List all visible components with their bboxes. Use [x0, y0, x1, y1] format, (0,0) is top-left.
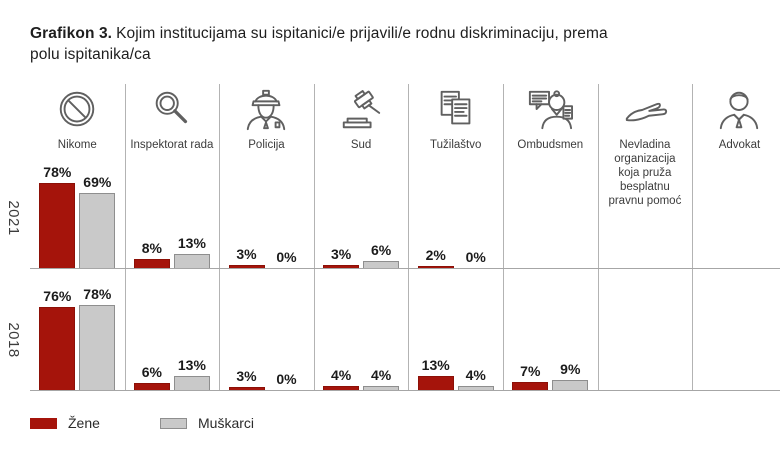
gavel-icon	[314, 84, 409, 136]
chart-title: Grafikon 3. Kojim institucijama su ispita…	[30, 24, 778, 66]
column-separator	[503, 84, 504, 390]
bar-zene	[417, 376, 454, 390]
value-label: 78%	[83, 286, 112, 302]
category-label: Tužilaštvo	[430, 139, 482, 151]
value-label: 0%	[465, 249, 486, 265]
bar-zene	[228, 387, 265, 390]
chart-title-line2: polu ispitanika/ca	[30, 45, 151, 63]
row-year-label: 2021	[5, 200, 22, 236]
magnifier-icon	[125, 84, 220, 136]
value-label: 2%	[425, 247, 446, 263]
column-separator	[219, 84, 221, 390]
value-label: 3%	[236, 246, 257, 262]
bar-muskarci	[79, 305, 116, 390]
axis-baseline	[30, 268, 780, 269]
column-separator	[313, 84, 315, 390]
bar-zene	[133, 383, 170, 390]
legend-swatch-muskarci	[160, 417, 187, 429]
category-label: Nevladina organizacija koja pruža bespla…	[608, 139, 682, 208]
bar-zene	[133, 259, 170, 268]
category-label: Ombudsmen	[517, 139, 584, 151]
bar-muskarci	[363, 261, 400, 268]
chart-title-number: Grafikon 3.	[30, 25, 113, 42]
chart-title-line1: Kojim institucijama su ispitanici/e prij…	[116, 25, 608, 42]
lawyer-icon	[692, 84, 780, 136]
bar-muskarci	[363, 386, 400, 390]
bar-muskarci	[173, 376, 210, 390]
bar-zene	[417, 266, 454, 268]
category-label: Policija	[248, 139, 285, 151]
bar-zene	[512, 382, 549, 390]
bar-muskarci	[457, 386, 494, 390]
category-label: Advokat	[718, 139, 761, 151]
column-separator	[124, 84, 126, 390]
axis-baseline	[30, 390, 780, 391]
bar-zene	[228, 265, 265, 268]
legend-item-muskarci: Muškarci	[160, 413, 254, 433]
value-label: 8%	[141, 240, 162, 256]
legend-swatch-zene	[30, 417, 57, 429]
value-label: 4%	[465, 367, 486, 383]
bar-muskarci	[552, 380, 589, 390]
category-label: Nikome	[57, 139, 97, 151]
bar-muskarci	[173, 254, 210, 268]
value-label: 3%	[236, 368, 257, 384]
value-label: 0%	[276, 371, 297, 387]
bar-zene	[39, 307, 76, 390]
value-label: 76%	[43, 288, 72, 304]
legend-label-muskarci: Muškarci	[198, 415, 255, 431]
category-label: Inspektorat rada	[130, 139, 214, 151]
column-separator	[408, 84, 410, 390]
bar-zene	[39, 183, 76, 268]
police-icon	[219, 84, 314, 136]
value-label: 69%	[83, 174, 112, 190]
bar-zene	[323, 265, 360, 268]
value-label: 4%	[330, 367, 352, 383]
value-label: 9%	[560, 361, 581, 377]
chart-legend: Žene Muškarci	[0, 413, 780, 435]
value-label: 78%	[43, 164, 72, 180]
value-label: 0%	[276, 249, 297, 265]
ombudsman-icon	[503, 84, 598, 136]
value-label: 7%	[520, 363, 541, 379]
value-label: 3%	[330, 246, 352, 262]
legend-label-zene: Žene	[68, 415, 100, 431]
value-label: 13%	[177, 357, 206, 373]
hand-icon	[598, 84, 693, 136]
column-separator	[692, 84, 694, 390]
value-label: 13%	[177, 235, 206, 251]
value-label: 6%	[141, 364, 162, 380]
documents-icon	[408, 84, 503, 136]
column-separator	[597, 84, 599, 390]
prohibition-icon	[30, 84, 125, 136]
value-label: 6%	[370, 242, 392, 258]
legend-item-zene: Žene	[30, 413, 100, 433]
value-label: 4%	[370, 367, 392, 383]
bar-zene	[323, 386, 360, 390]
category-label: Sud	[350, 139, 372, 151]
bar-muskarci	[79, 193, 116, 268]
row-year-label: 2018	[5, 322, 22, 358]
value-label: 13%	[421, 357, 450, 373]
